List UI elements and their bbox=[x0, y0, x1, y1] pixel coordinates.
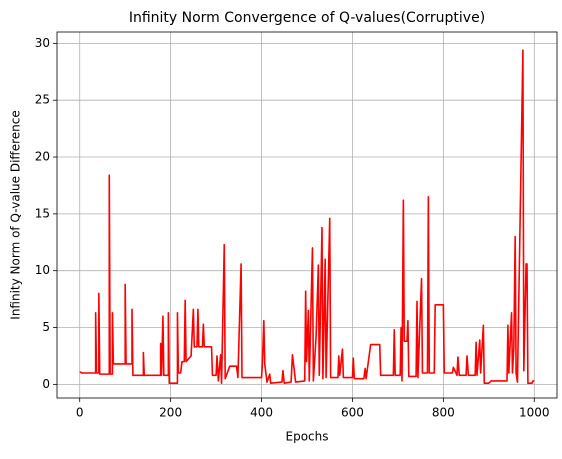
y-axis-label: Infinity Norm of Q-value Difference bbox=[9, 110, 23, 319]
plot-frame bbox=[56, 31, 558, 399]
x-tick-label: 800 bbox=[432, 406, 455, 420]
x-tick-label: 400 bbox=[250, 406, 273, 420]
y-tick-label: 0 bbox=[42, 377, 50, 391]
y-tick-label: 20 bbox=[35, 150, 50, 164]
chart-title: Infinity Norm Convergence of Q-values(Co… bbox=[129, 10, 485, 26]
x-tick-label: 600 bbox=[341, 406, 364, 420]
y-tick-label: 25 bbox=[35, 93, 50, 107]
y-tick-label: 15 bbox=[35, 206, 50, 220]
y-tick-label: 10 bbox=[35, 263, 50, 277]
x-tick-label: 200 bbox=[159, 406, 182, 420]
x-tick-label: 0 bbox=[76, 406, 84, 420]
x-axis-label: Epochs bbox=[286, 430, 329, 444]
y-tick-label: 30 bbox=[35, 36, 50, 50]
x-tick-label: 1000 bbox=[519, 406, 550, 420]
series-line bbox=[79, 49, 535, 385]
y-tick-label: 5 bbox=[42, 320, 50, 334]
